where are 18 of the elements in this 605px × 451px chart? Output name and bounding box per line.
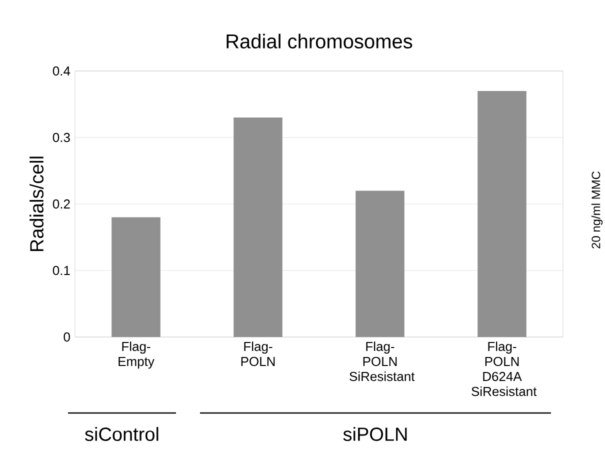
text: 20 ng/ml MMC [591,171,603,248]
bar [112,217,160,337]
y-tick-label: 0.1 [52,266,70,276]
y-tick-label: 0.4 [52,66,70,76]
x-tick-label: Flag-POLN [241,342,275,366]
text: siPOLN [343,427,407,441]
y-tick-label: 0 [64,332,70,342]
x-tick-label: Flag-Empty [118,342,154,369]
x-tick-label: Flag-POLN D624A SiResistant [472,342,537,396]
bar [356,190,404,337]
text: siControl [85,427,158,441]
y-tick-label: 0.3 [52,132,70,142]
bar [234,118,282,337]
bar [478,90,526,337]
y-axis-title: Radials/cell [30,156,44,252]
x-tick-label: Flag-POLN SiResistant [350,342,415,382]
y-tick-label: 0.2 [52,199,70,209]
chart-title: Radial chromosomes [226,34,412,48]
